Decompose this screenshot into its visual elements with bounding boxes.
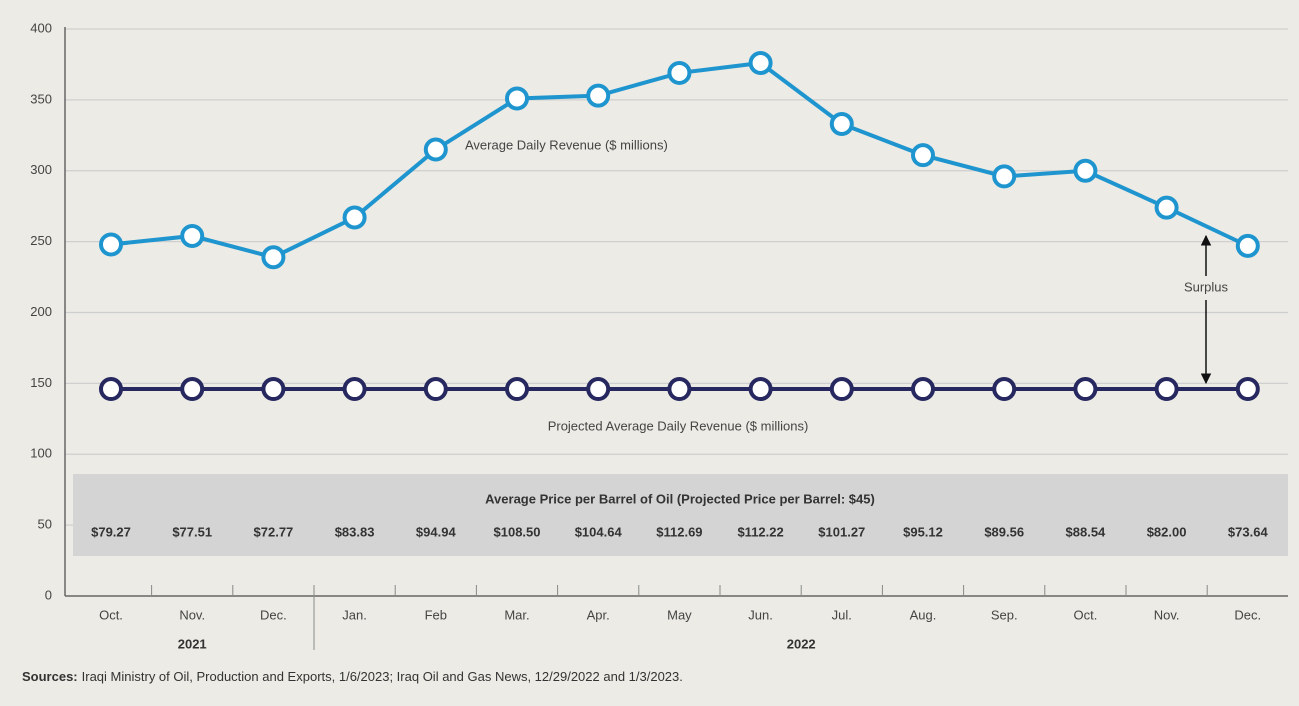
price-label: $112.22 <box>737 524 783 539</box>
price-label: $73.64 <box>1228 524 1269 539</box>
marker <box>423 137 448 162</box>
y-tick-label: 0 <box>45 587 52 602</box>
marker <box>667 60 692 85</box>
marker <box>748 377 773 402</box>
x-tick-label: Nov. <box>1154 607 1180 622</box>
marker <box>748 51 773 76</box>
price-band <box>73 474 1288 556</box>
marker <box>99 377 123 402</box>
x-tick-label: Sep. <box>991 607 1018 622</box>
x-tick-label: Jul. <box>832 607 852 622</box>
x-tick-label: Jun. <box>748 607 773 622</box>
marker <box>1073 377 1098 402</box>
marker <box>423 377 448 402</box>
x-tick-label: Aug. <box>910 607 937 622</box>
marker <box>261 377 286 402</box>
price-label: $79.27 <box>91 524 131 539</box>
x-tick-label: Apr. <box>587 607 610 622</box>
x-tick-label: Feb <box>425 607 447 622</box>
y-tick-label: 50 <box>38 517 52 532</box>
marker <box>586 83 611 108</box>
price-label: $112.69 <box>656 524 702 539</box>
marker <box>1154 377 1179 402</box>
y-tick-label: 300 <box>30 162 52 177</box>
x-tick-label: May <box>667 607 692 622</box>
series-label: Average Daily Revenue ($ millions) <box>465 137 668 152</box>
marker <box>1154 195 1179 220</box>
price-label: $104.64 <box>575 524 623 539</box>
x-tick-label: Mar. <box>504 607 529 622</box>
price-label: $77.51 <box>172 524 212 539</box>
marker <box>180 223 205 248</box>
marker <box>342 205 367 230</box>
price-title: Average Price per Barrel of Oil (Project… <box>485 491 875 506</box>
source: Sources: Iraqi Ministry of Oil, Productio… <box>22 669 683 684</box>
price-label: $94.94 <box>416 524 457 539</box>
price-label: $88.54 <box>1066 524 1107 539</box>
x-tick-label: Nov. <box>179 607 205 622</box>
price-label: $83.83 <box>335 524 375 539</box>
source-text: Iraqi Ministry of Oil, Production and Ex… <box>82 669 683 684</box>
marker <box>911 143 935 168</box>
marker <box>911 377 935 402</box>
marker <box>99 232 123 257</box>
marker <box>829 111 854 136</box>
price-label: $82.00 <box>1147 524 1187 539</box>
marker <box>1073 158 1098 183</box>
marker <box>1235 233 1260 258</box>
series-line <box>110 60 1249 260</box>
marker <box>829 377 854 402</box>
y-tick-label: 200 <box>30 304 52 319</box>
x-tick-label: Jan. <box>342 607 367 622</box>
price-label: $95.12 <box>903 524 943 539</box>
source-label: Sources: <box>22 669 78 684</box>
marker <box>342 377 367 402</box>
x-tick-label: Oct. <box>1073 607 1097 622</box>
x-tick-label: Dec. <box>1234 607 1261 622</box>
annotation: Surplus <box>1184 279 1229 294</box>
marker <box>586 377 611 402</box>
marker <box>505 86 529 111</box>
marker <box>992 164 1017 189</box>
marker <box>505 377 529 402</box>
y-tick-label: 400 <box>30 20 52 35</box>
x-tick-label: Dec. <box>260 607 287 622</box>
y-tick-label: 350 <box>30 91 52 106</box>
year-label: 2021 <box>178 636 207 651</box>
y-tick-label: 150 <box>30 375 52 390</box>
price-label: $108.50 <box>494 524 541 539</box>
year-label: 2022 <box>787 636 816 651</box>
x-tick-label: Oct. <box>99 607 123 622</box>
price-label: $89.56 <box>984 524 1024 539</box>
marker <box>992 377 1017 402</box>
y-tick-label: 250 <box>30 233 52 248</box>
marker <box>1235 377 1260 402</box>
series-label: Projected Average Daily Revenue ($ milli… <box>548 418 809 433</box>
y-tick-label: 100 <box>30 446 52 461</box>
marker <box>261 245 286 270</box>
marker <box>667 377 692 402</box>
price-label: $72.77 <box>254 524 294 539</box>
price-label: $101.27 <box>818 524 865 539</box>
marker <box>180 377 205 402</box>
